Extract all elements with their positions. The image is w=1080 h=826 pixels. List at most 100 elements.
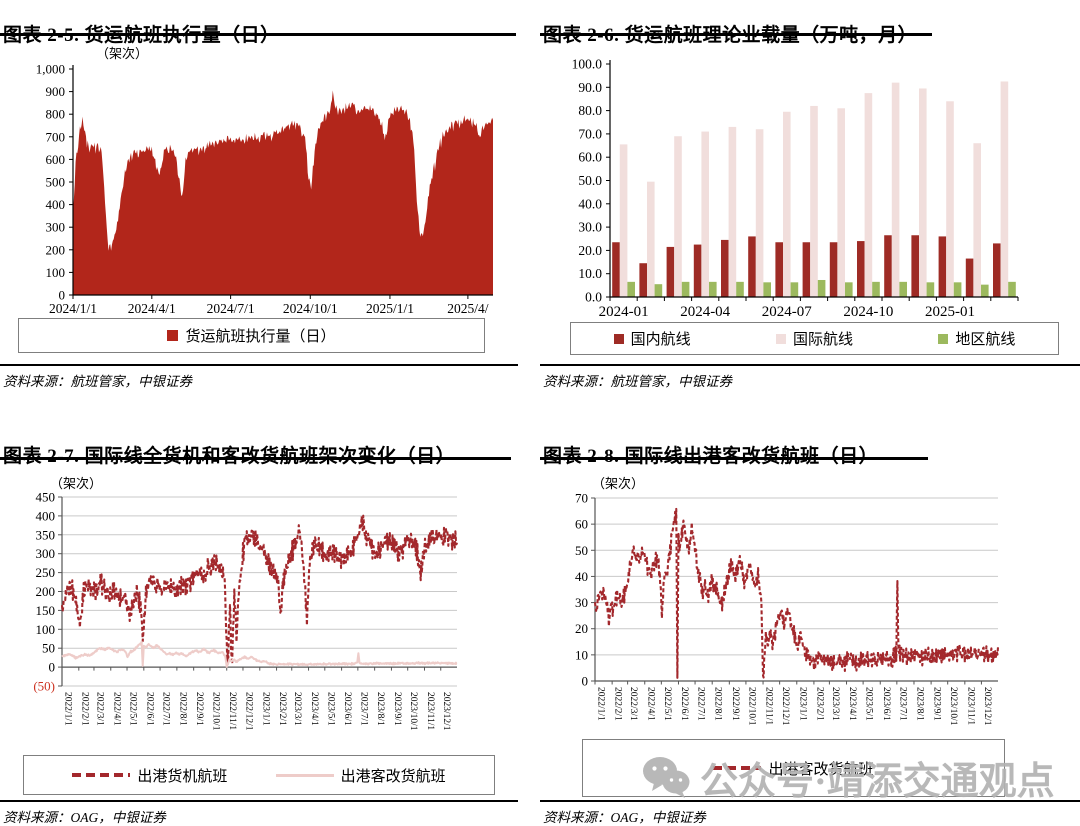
legend-solid-line-sample [275,773,334,777]
svg-text:200: 200 [46,242,66,257]
source-note: 资料来源：航班管家，中银证券 [543,374,732,389]
svg-text:(50): (50) [33,679,55,694]
svg-text:2022/6/1: 2022/6/1 [144,692,154,726]
svg-text:60: 60 [575,517,588,532]
legend-label: 出港客改货航班 [768,761,874,778]
svg-text:2023/9/1: 2023/9/1 [932,687,942,721]
svg-text:350: 350 [36,527,56,542]
svg-text:2022/9/1: 2022/9/1 [194,692,204,726]
title-underline [0,33,516,36]
svg-text:2024/7/1: 2024/7/1 [207,301,255,316]
svg-text:2022/2/1: 2022/2/1 [79,692,89,726]
svg-text:2023/5/1: 2023/5/1 [325,692,335,726]
svg-text:100: 100 [36,622,56,637]
legend-swatch-square [938,333,949,344]
legend-item: 出港客改货航班 [713,758,874,779]
panel-chart-2-8: 图表 2-8. 国际线出港客改货航班（日） （架次） 0 10 20 30 40 50 60… [540,412,1080,825]
legend-label: 地区航线 [955,332,1016,348]
svg-text:2022/2/1: 2022/2/1 [613,687,623,721]
svg-text:2022/12/1: 2022/12/1 [244,692,254,731]
svg-text:10: 10 [575,647,588,662]
svg-text:70: 70 [575,491,588,506]
watermark-text: 公众号·靖添交通观点 [700,760,1055,803]
legend-item: 货运航班执行量（日） [167,325,336,346]
svg-text:800: 800 [46,107,66,122]
svg-text:2024/1/1: 2024/1/1 [49,301,97,316]
svg-text:50: 50 [575,543,588,558]
svg-text:2022/7/1: 2022/7/1 [161,692,171,726]
svg-text:2023/8/1: 2023/8/1 [915,687,925,721]
svg-text:10.0: 10.0 [578,266,602,281]
cargo-flight-volume-daily-chart: 0 100 200 300 400 500 600 700 800 900 1,000 2024/1/… [36,62,493,316]
svg-text:2023/3/1: 2023/3/1 [830,687,840,721]
svg-text:300: 300 [46,220,66,235]
svg-text:1,000: 1,000 [36,62,65,77]
svg-text:2023/5/1: 2023/5/1 [864,687,874,721]
svg-text:2023/10/1: 2023/10/1 [408,692,418,731]
svg-text:2024/4/1: 2024/4/1 [128,301,176,316]
svg-text:2022/7/1: 2022/7/1 [696,687,706,721]
svg-text:2024/10/1: 2024/10/1 [283,301,338,316]
divider-rule [0,800,518,802]
legend-swatch-square [613,333,624,344]
svg-text:2024-04: 2024-04 [680,304,730,320]
svg-text:300: 300 [36,546,56,561]
legend-swatch-square [775,333,786,344]
svg-text:2023/4/1: 2023/4/1 [309,692,319,726]
svg-text:2023/3/1: 2023/3/1 [292,692,302,726]
legend-box: 国内航线 国际航线 地区航线 [570,322,1059,355]
svg-text:2022/3/1: 2022/3/1 [628,687,638,721]
svg-text:2023/12/1: 2023/12/1 [441,692,451,731]
legend-item: 国内航线 [613,328,691,349]
svg-text:2022/1/1: 2022/1/1 [63,692,73,726]
svg-text:2023/6/1: 2023/6/1 [342,692,352,726]
legend-item: 国际航线 [775,328,853,349]
svg-text:20.0: 20.0 [578,243,602,258]
svg-text:2022/4/1: 2022/4/1 [111,692,121,726]
svg-text:700: 700 [46,129,66,144]
svg-text:0: 0 [59,288,66,303]
svg-text:2022/11/1: 2022/11/1 [227,692,237,730]
wechat-watermark: 公众号·靖添交通观点 [640,746,1080,808]
svg-text:70.0: 70.0 [578,126,602,141]
svg-text:2022/12/1: 2022/12/1 [780,687,790,726]
panel-chart-2-5: 图表 2-5. 货运航班执行量（日） （架次） 0100200300400500… [0,0,518,400]
svg-text:150: 150 [36,603,56,618]
svg-text:2022/4/1: 2022/4/1 [645,687,655,721]
svg-text:600: 600 [46,152,66,167]
source-note: 资料来源：OAG，中银证券 [543,810,706,825]
svg-text:2023/2/1: 2023/2/1 [277,692,287,726]
svg-text:250: 250 [36,565,56,580]
svg-text:400: 400 [36,508,56,523]
svg-text:2022/5/1: 2022/5/1 [128,692,138,726]
svg-text:2023/8/1: 2023/8/1 [375,692,385,726]
svg-text:60.0: 60.0 [578,150,602,165]
panel-title: 图表 2-7. 国际线全货机和客改货航班架次变化（日） [3,445,455,469]
svg-text:2023/2/1: 2023/2/1 [814,687,824,721]
panel-chart-2-7: 图表 2-7. 国际线全货机和客改货航班架次变化（日） （架次） (50) 0 50… [0,412,518,825]
legend-label: 出港客改货航班 [340,768,446,785]
svg-text:2022/1/1: 2022/1/1 [596,687,606,721]
source-note: 资料来源：OAG，中银证券 [3,810,166,825]
svg-text:2023/4/1: 2023/4/1 [847,687,857,721]
svg-text:0: 0 [582,674,589,689]
svg-text:2025/1/1: 2025/1/1 [366,301,414,316]
svg-text:20: 20 [575,621,588,636]
title-underline [0,457,511,460]
legend-box: 货运航班执行量（日） [18,318,485,353]
y-axis-unit-label: （架次） [96,46,149,61]
svg-text:2022/6/1: 2022/6/1 [679,687,689,721]
svg-text:0.0: 0.0 [585,290,602,305]
svg-text:2022/11/1: 2022/11/1 [764,687,774,725]
legend-item: 出港货机航班 [72,765,227,786]
y-axis-unit-label: （架次） [592,476,645,491]
svg-text:2023/10/1: 2023/10/1 [948,687,958,726]
svg-text:100.0: 100.0 [572,57,603,72]
svg-text:2023/7/1: 2023/7/1 [897,687,907,721]
wechat-icon [643,757,690,798]
svg-text:500: 500 [46,175,66,190]
svg-text:900: 900 [46,84,66,99]
legend-label: 国际航线 [792,332,853,348]
svg-text:0: 0 [49,660,56,675]
svg-text:2024-10: 2024-10 [843,304,893,320]
